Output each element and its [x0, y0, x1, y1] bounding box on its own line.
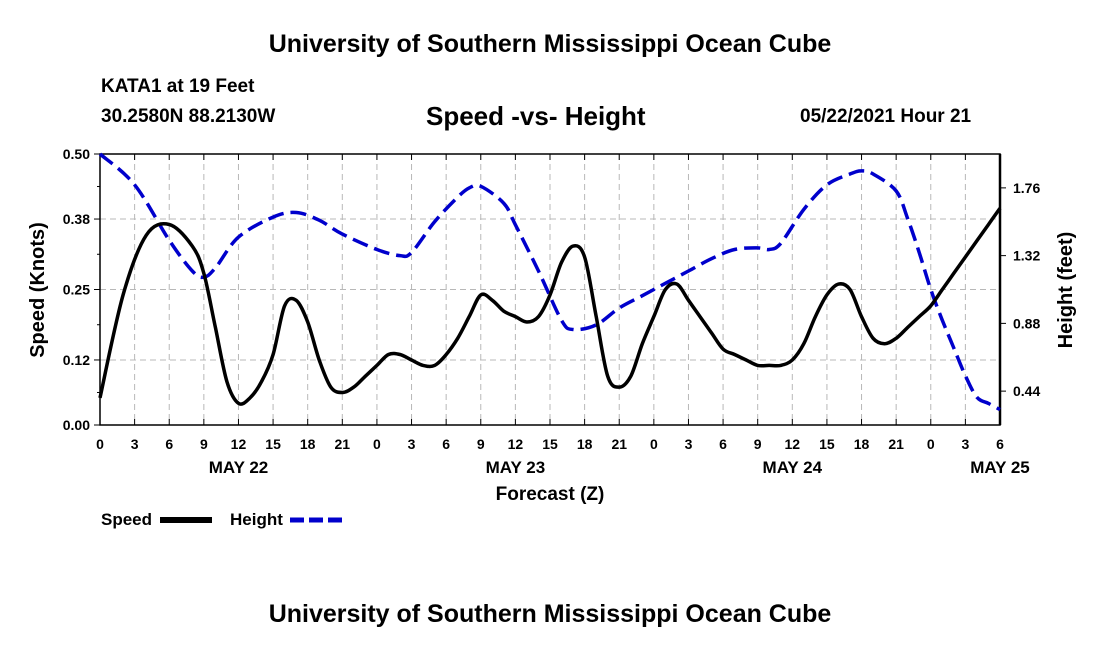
y-tick-label: 0.00: [63, 417, 90, 433]
forecast-datetime: 05/22/2021 Hour 21: [800, 106, 972, 127]
x-tick-label: 15: [819, 436, 835, 452]
x-tick-label: 0: [650, 436, 658, 452]
x-tick-label: 21: [611, 436, 627, 452]
x-tick-label: 6: [165, 436, 173, 452]
x-tick-label: 0: [373, 436, 381, 452]
station-label: KATA1 at 19 Feet: [101, 76, 255, 97]
x-tick-label: 3: [685, 436, 693, 452]
date-label: MAY 22: [209, 458, 269, 477]
y2-tick-label: 1.32: [1013, 248, 1040, 264]
x-tick-label: 18: [854, 436, 870, 452]
y-tick-label: 0.12: [63, 352, 90, 368]
grid: [100, 154, 1000, 425]
x-axis-title: Forecast (Z): [496, 484, 605, 505]
series-line-speed: [98, 207, 1002, 406]
x-tick-label: 18: [577, 436, 593, 452]
chart-title: University of Southern Mississippi Ocean…: [268, 30, 832, 58]
y-axis-title: Speed (Knots): [27, 222, 49, 358]
y2-tick-label: 0.44: [1013, 383, 1040, 399]
x-tick-label: 15: [265, 436, 281, 452]
x-tick-label: 9: [754, 436, 762, 452]
y2-tick-label: 0.88: [1013, 315, 1040, 331]
y2-tick-label: 1.76: [1013, 180, 1040, 196]
x-tick-label: 0: [96, 436, 104, 452]
legend-label-height: Height: [230, 510, 283, 529]
date-label: MAY 23: [486, 458, 546, 477]
date-label: MAY 24: [763, 458, 823, 477]
x-tick-label: 0: [927, 436, 935, 452]
x-tick-label: 9: [477, 436, 485, 452]
legend-label-speed: Speed: [101, 510, 152, 529]
y-tick-label: 0.50: [63, 146, 90, 162]
x-tick-label: 6: [996, 436, 1004, 452]
x-tick-label: 21: [888, 436, 904, 452]
coordinates-label: 30.2580N 88.2130W: [101, 106, 276, 127]
x-tick-label: 9: [200, 436, 208, 452]
x-tick-label: 18: [300, 436, 316, 452]
x-tick-label: 15: [542, 436, 558, 452]
x-tick-label: 6: [719, 436, 727, 452]
legend: Speed Height: [101, 510, 342, 529]
series: [98, 152, 1002, 412]
x-tick-label: 3: [131, 436, 139, 452]
x-tick-label: 12: [231, 436, 247, 452]
date-label: MAY 25: [970, 458, 1030, 477]
footer-title: University of Southern Mississippi Ocean…: [268, 600, 832, 628]
x-tick-label: 21: [335, 436, 351, 452]
x-tick-label: 12: [785, 436, 801, 452]
x-tick-label: 6: [442, 436, 450, 452]
x-tick-label: 12: [508, 436, 524, 452]
x-tick-label: 3: [408, 436, 416, 452]
axes: 0 3 6 9 12 15 18 21 0 3 6 9 12 15 18 21 0 3 6 9 12 15 18 21 0 3 6 0…: [63, 146, 1041, 477]
y2-axis-title: Height (feet): [1055, 232, 1077, 349]
x-tick-label: 3: [961, 436, 969, 452]
y-tick-label: 0.38: [63, 211, 90, 227]
series-line-height: [98, 152, 1001, 412]
chart-subtitle: Speed -vs- Height: [426, 101, 646, 131]
y-tick-label: 0.25: [63, 282, 90, 298]
